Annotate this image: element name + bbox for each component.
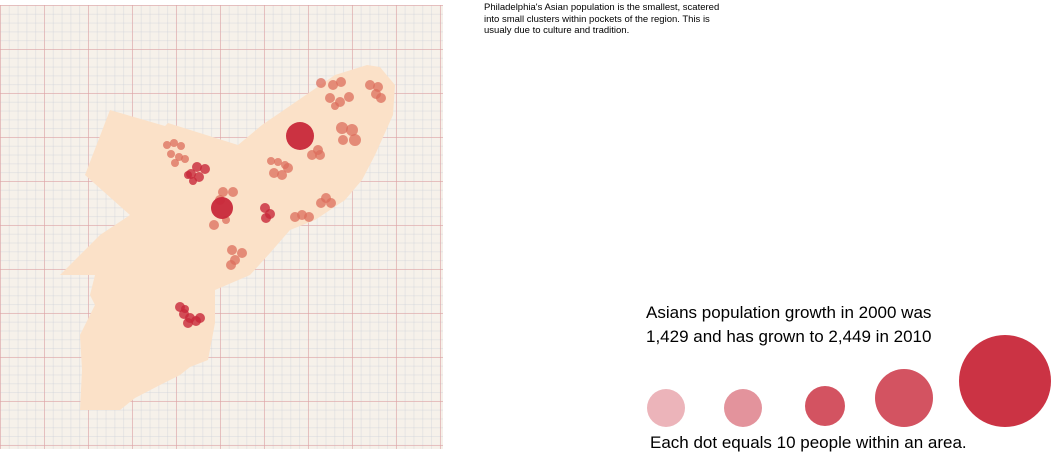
cluster-dot xyxy=(200,164,210,174)
cluster-dot xyxy=(170,139,178,147)
cluster-dot xyxy=(269,168,279,178)
cluster-dot xyxy=(316,78,326,88)
legend-dot-4 xyxy=(875,369,933,427)
cluster-dot xyxy=(195,313,205,323)
cluster-dot xyxy=(227,245,237,255)
legend-dot-1 xyxy=(647,389,685,427)
cluster-dot xyxy=(325,93,335,103)
cluster-dot xyxy=(184,171,192,179)
cluster-dot xyxy=(277,170,287,180)
cluster-dot xyxy=(226,260,236,270)
large-dot xyxy=(286,122,314,150)
cluster-dot xyxy=(181,155,189,163)
cluster-dot xyxy=(307,150,317,160)
cluster-dot xyxy=(304,212,314,222)
legend-dot-3 xyxy=(805,386,845,426)
cluster-dot xyxy=(346,124,358,136)
cluster-dot xyxy=(331,102,339,110)
cluster-dot xyxy=(177,142,185,150)
cluster-dot xyxy=(189,177,197,185)
cluster-dot xyxy=(315,150,325,160)
philadelphia-map xyxy=(60,65,395,410)
legend-dot-2 xyxy=(724,389,762,427)
cluster-dot xyxy=(274,158,282,166)
cluster-dot xyxy=(261,213,271,223)
description-caption: Philadelphia's Asian population is the s… xyxy=(484,2,720,36)
large-dot xyxy=(211,197,233,219)
cluster-dot xyxy=(228,187,238,197)
cluster-dot xyxy=(237,248,247,258)
cluster-dot xyxy=(163,141,171,149)
growth-line-2: 1,429 and has grown to 2,449 in 2010 xyxy=(646,327,932,346)
cluster-dot xyxy=(267,157,275,165)
cluster-dot xyxy=(316,198,326,208)
cluster-dot xyxy=(336,122,348,134)
cluster-dot xyxy=(371,89,381,99)
cluster-dot xyxy=(338,135,348,145)
cluster-dot xyxy=(167,150,175,158)
cluster-dot xyxy=(209,220,219,230)
cluster-dot xyxy=(349,134,361,146)
cluster-dot xyxy=(283,163,293,173)
cluster-dot xyxy=(344,92,354,102)
cluster-dot xyxy=(328,80,338,90)
legend-dot-5 xyxy=(959,335,1051,427)
cluster-dot xyxy=(365,80,375,90)
dot-size-legend xyxy=(647,335,1051,427)
population-dots xyxy=(163,77,386,328)
growth-line-1: Asians population growth in 2000 was xyxy=(646,303,932,322)
region-shape xyxy=(60,65,395,410)
cluster-dot xyxy=(336,77,346,87)
map-panel xyxy=(0,5,443,449)
growth-statement: Asians population growth in 2000 was 1,4… xyxy=(646,301,1006,349)
cluster-dot xyxy=(326,198,336,208)
cluster-dot xyxy=(181,305,189,313)
cluster-dot xyxy=(218,187,228,197)
cluster-dot xyxy=(192,162,202,172)
cluster-dot xyxy=(183,318,193,328)
legend-note: Each dot equals 10 people within an area… xyxy=(650,433,967,452)
cluster-dot xyxy=(171,159,179,167)
